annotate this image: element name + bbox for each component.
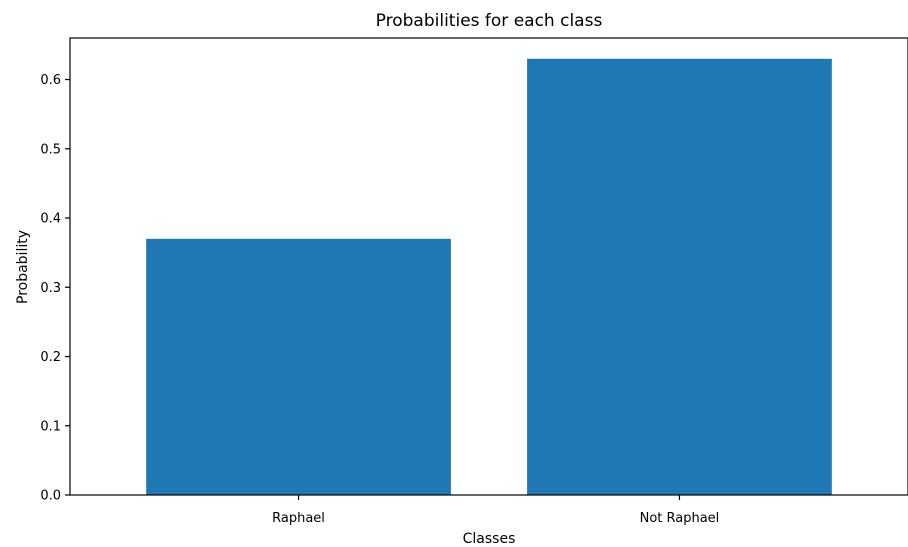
y-axis-label: Probability [15, 230, 31, 304]
y-tick-label: 0.1 [40, 419, 61, 434]
y-tick-label: 0.5 [40, 142, 61, 157]
x-axis-label: Classes [463, 531, 516, 547]
bar-raphael [146, 238, 451, 495]
chart-title: Probabilities for each class [376, 11, 603, 31]
x-tick-label: Raphael [272, 511, 325, 526]
plot-frame [69, 37, 908, 496]
y-tick-label: 0.4 [40, 212, 61, 227]
y-tick-label: 0.6 [40, 73, 61, 88]
ticks-layer: Raphael Not Raphael 0.0 0.1 0.2 0.3 0.4 0.5 0.6 [40, 73, 719, 526]
bar-not-raphael [527, 58, 832, 495]
y-tick-label: 0.3 [40, 281, 61, 296]
x-tick-label: Not Raphael [640, 511, 720, 526]
bars-layer [146, 58, 832, 495]
y-tick-label: 0.0 [40, 489, 61, 504]
y-tick-label: 0.2 [40, 350, 61, 365]
